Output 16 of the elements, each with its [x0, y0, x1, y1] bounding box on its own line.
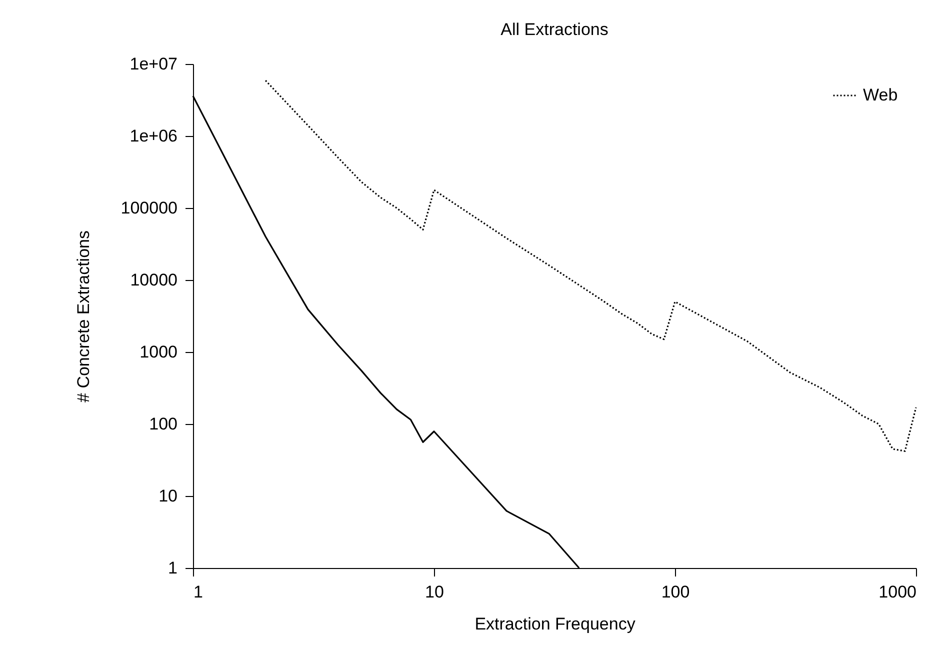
- y-axis-title: # Concrete Extractions: [74, 230, 93, 402]
- y-tick-label: 1000: [140, 342, 178, 362]
- y-tick-label: 1e+07: [130, 54, 178, 74]
- chart-title: All Extractions: [500, 20, 608, 39]
- y-tick-label: 10: [158, 486, 178, 506]
- y-tick-label: 1: [168, 558, 178, 578]
- x-tick-label: 1000: [878, 582, 916, 602]
- x-axis-title: Extraction Frequency: [474, 614, 636, 634]
- x-tick-label: 1: [194, 582, 203, 602]
- y-tick-label: 100: [149, 414, 178, 434]
- legend-label: Web: [863, 86, 898, 104]
- y-tick-label: 10000: [130, 270, 178, 290]
- y-tick-label: 100000: [120, 198, 178, 218]
- x-tick-label: 10: [425, 582, 444, 602]
- x-tick-label: 100: [661, 582, 690, 602]
- y-tick-label: 1e+06: [130, 126, 178, 146]
